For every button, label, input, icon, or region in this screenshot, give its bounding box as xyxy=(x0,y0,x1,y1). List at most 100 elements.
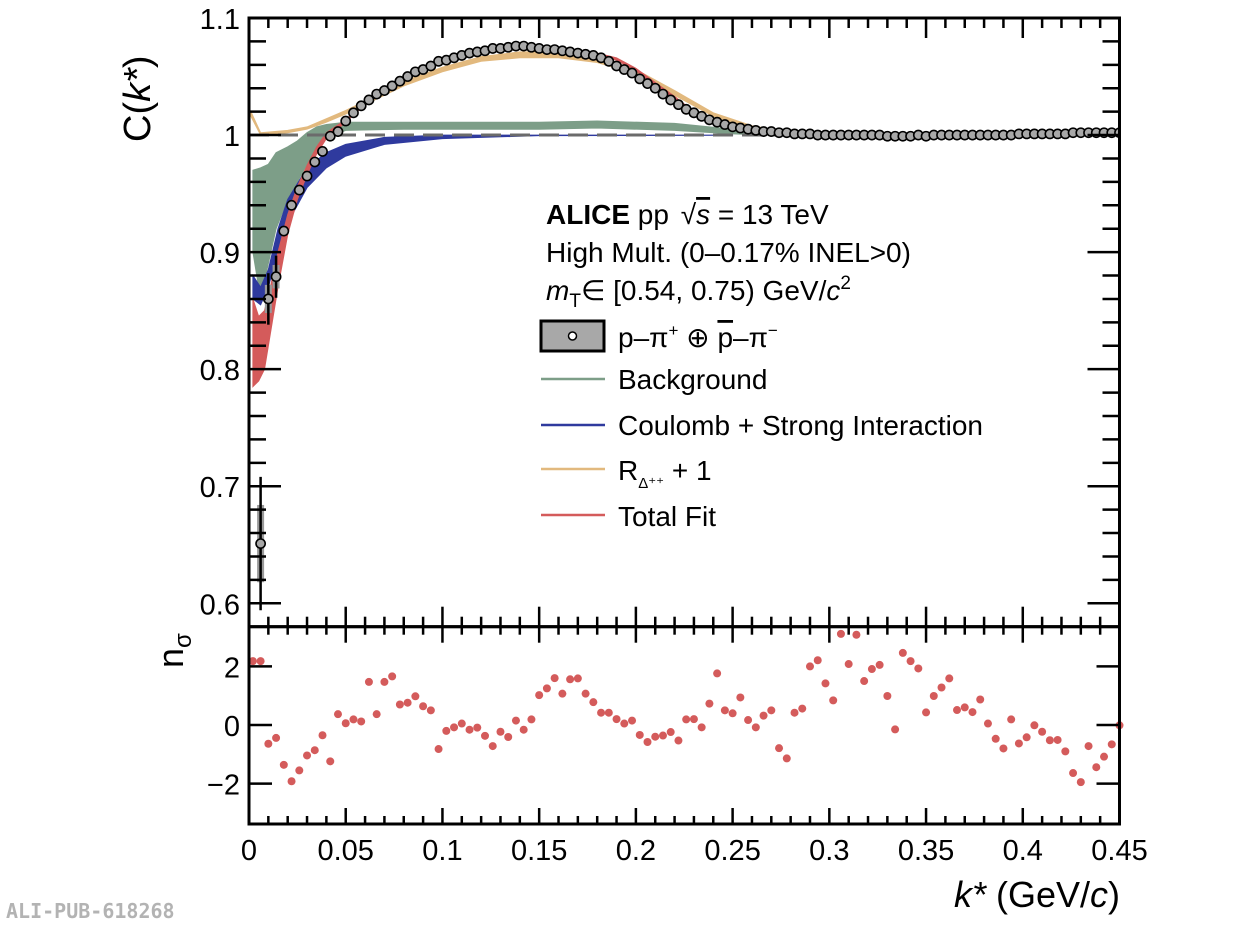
residual-point xyxy=(589,698,598,707)
legend-label-background: Background xyxy=(618,364,767,395)
residual-point xyxy=(473,723,482,732)
residual-point xyxy=(813,656,822,665)
residual-point xyxy=(844,660,853,669)
residual-point xyxy=(496,727,505,736)
data-point xyxy=(340,115,352,127)
legend-entry-data: p–π+ ⊕ p–π− xyxy=(539,319,778,353)
x-tick-label: 0.15 xyxy=(511,835,567,867)
residual-point xyxy=(604,708,613,717)
publication-id-watermark: ALI-PUB-618268 xyxy=(6,899,175,923)
legend-entry-background: Background xyxy=(541,364,767,395)
x-tick-label: 0.45 xyxy=(1091,835,1147,867)
residual-point xyxy=(852,630,861,639)
residual-point xyxy=(976,695,985,704)
residual-point xyxy=(620,719,629,728)
residual-point xyxy=(333,710,342,719)
lower-y-tick-label: 2 xyxy=(224,652,240,684)
residual-point xyxy=(829,696,838,705)
data-point xyxy=(626,67,638,79)
residual-point xyxy=(983,719,992,728)
legend-label-coulomb: Coulomb + Strong Interaction xyxy=(618,410,983,441)
x-axis-title: k* (GeV/c) xyxy=(954,874,1120,915)
residual-point xyxy=(395,700,404,709)
upper-y-tick-label: 0.9 xyxy=(200,238,240,270)
residual-point xyxy=(519,725,528,734)
residual-point xyxy=(798,704,807,713)
residual-point xyxy=(767,706,776,715)
data-point xyxy=(665,94,677,106)
x-tick-label: 0 xyxy=(241,835,257,867)
residual-point xyxy=(744,716,753,725)
legend-entry-totalfit: Total Fit xyxy=(541,501,716,532)
upper-y-tick-label: 0.6 xyxy=(200,589,240,621)
residual-point xyxy=(357,717,366,726)
residual-point xyxy=(558,689,567,698)
residual-point xyxy=(883,691,892,700)
residual-point xyxy=(310,746,319,755)
residual-point xyxy=(411,692,420,701)
residual-point xyxy=(450,723,459,732)
data-point xyxy=(278,225,290,237)
header-line-experiment: ALICE pp √s = 13 TeV xyxy=(546,199,829,230)
residual-point xyxy=(457,719,466,728)
data-point xyxy=(673,99,684,111)
data-point xyxy=(317,146,328,157)
lower-y-tick-label: 0 xyxy=(224,711,240,743)
residual-point xyxy=(651,732,660,741)
upper-y-tick-label: 1 xyxy=(224,121,240,153)
residual-point xyxy=(434,745,443,754)
residual-point xyxy=(1030,721,1039,730)
residual-point xyxy=(775,744,784,753)
residual-point xyxy=(790,708,799,717)
residual-point xyxy=(658,731,667,740)
residual-point xyxy=(349,715,358,724)
residual-point xyxy=(922,708,931,717)
residual-point xyxy=(906,657,915,666)
legend-entry-coulomb: Coulomb + Strong Interaction xyxy=(541,410,983,441)
residual-point xyxy=(697,723,706,732)
residual-point xyxy=(891,725,900,734)
residual-point xyxy=(666,728,675,737)
data-point xyxy=(402,71,414,82)
residual-point xyxy=(914,664,923,673)
x-tick-label: 0.25 xyxy=(704,835,760,867)
residual-point xyxy=(550,674,559,683)
residual-point xyxy=(1092,763,1101,772)
residual-point xyxy=(1061,747,1070,756)
residual-point xyxy=(504,733,513,742)
data-point xyxy=(425,60,437,72)
residual-point xyxy=(960,703,969,712)
residual-point xyxy=(364,677,373,686)
residual-point xyxy=(999,744,1008,753)
residual-point xyxy=(341,719,350,728)
residual-point xyxy=(1045,736,1054,745)
residual-point xyxy=(481,731,490,740)
upper-y-tick-label: 0.7 xyxy=(200,472,240,504)
upper-y-axis-title: C(k*) xyxy=(117,55,159,142)
residual-point xyxy=(1107,740,1116,749)
residual-point xyxy=(1100,752,1109,761)
data-point xyxy=(293,184,305,196)
data-point xyxy=(386,80,398,92)
residual-point xyxy=(1053,735,1062,744)
residual-point xyxy=(945,674,954,683)
residual-point xyxy=(279,760,288,769)
residual-point xyxy=(248,657,257,666)
header-line-multiplicity: High Mult. (0–0.17% INEL>0) xyxy=(546,237,911,268)
data-point xyxy=(355,100,367,112)
axes-frames: 0 0.05 0.1 0.15 0.2 0.25 0.3 0.35 0.4 0.45 0.6 0.7 0… xyxy=(200,4,1148,867)
data-point xyxy=(332,126,344,137)
x-tick-label: 0.4 xyxy=(1003,835,1043,867)
residual-point xyxy=(527,715,536,724)
residual-point xyxy=(929,691,938,700)
legend-label-totalfit: Total Fit xyxy=(618,501,716,532)
residual-point xyxy=(442,726,451,735)
data-point xyxy=(603,55,615,67)
residual-point xyxy=(689,715,698,724)
residual-point xyxy=(867,665,876,674)
residual-point xyxy=(295,766,304,775)
residual-point xyxy=(535,691,544,700)
residual-point xyxy=(1069,769,1078,778)
residual-point xyxy=(953,706,962,715)
residual-point xyxy=(628,716,637,725)
